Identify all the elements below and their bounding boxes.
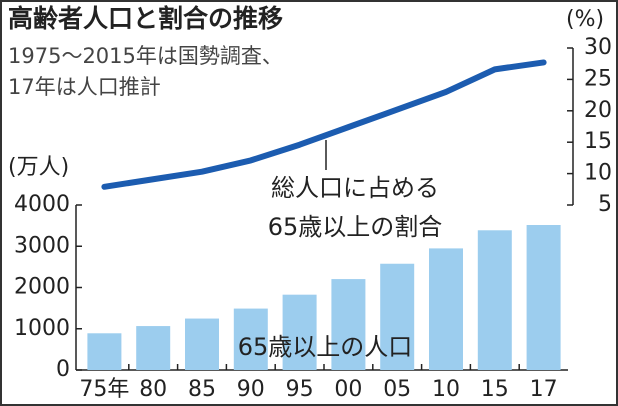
x-tick-label: 17	[530, 377, 558, 402]
x-tick-label: 15	[481, 377, 509, 402]
y-tick-label: 1000	[14, 316, 70, 341]
series-label: 65歳以上の人口	[238, 333, 413, 361]
annotation: 総人口に占める	[271, 174, 439, 202]
annotation: 65歳以上の割合	[268, 213, 443, 241]
bar	[185, 318, 219, 370]
y2-tick-label: 25	[584, 66, 612, 91]
bar	[331, 279, 366, 370]
bar	[233, 308, 268, 370]
bar	[282, 294, 317, 370]
bar	[526, 225, 561, 370]
x-tick-label: 10	[432, 377, 460, 402]
bar	[87, 333, 122, 370]
bar	[429, 248, 463, 370]
bar	[477, 230, 512, 370]
x-tick-label: 80	[139, 377, 167, 402]
y2-tick-label: 15	[584, 129, 612, 154]
x-tick-label: 90	[237, 377, 265, 402]
y2-tick-label: 5	[598, 192, 612, 217]
y2-tick-label: 10	[584, 161, 612, 186]
y2-tick-label: 20	[584, 98, 612, 123]
x-tick-label: 75年	[79, 377, 129, 402]
x-tick-label: 85	[188, 377, 216, 402]
bar	[380, 263, 415, 370]
y2-tick-label: 30	[584, 35, 612, 60]
x-tick-label: 95	[286, 377, 314, 402]
y2-axis-label: (%)	[566, 7, 604, 32]
x-tick-label: 05	[383, 377, 411, 402]
y-axis-label: (万人)	[8, 155, 69, 180]
chart-title: 高齢者人口と割合の推移	[8, 4, 283, 33]
y-tick-label: 4000	[14, 192, 70, 217]
bar	[136, 326, 171, 370]
subtitle: 17年は人口推計	[8, 75, 161, 99]
subtitle: 1975～2015年は国勢調査、	[8, 44, 283, 68]
x-tick-label: 00	[334, 377, 362, 402]
y-tick-label: 2000	[14, 275, 70, 300]
line	[101, 59, 547, 190]
y-tick-label: 0	[56, 357, 70, 382]
y-tick-label: 3000	[14, 233, 70, 258]
